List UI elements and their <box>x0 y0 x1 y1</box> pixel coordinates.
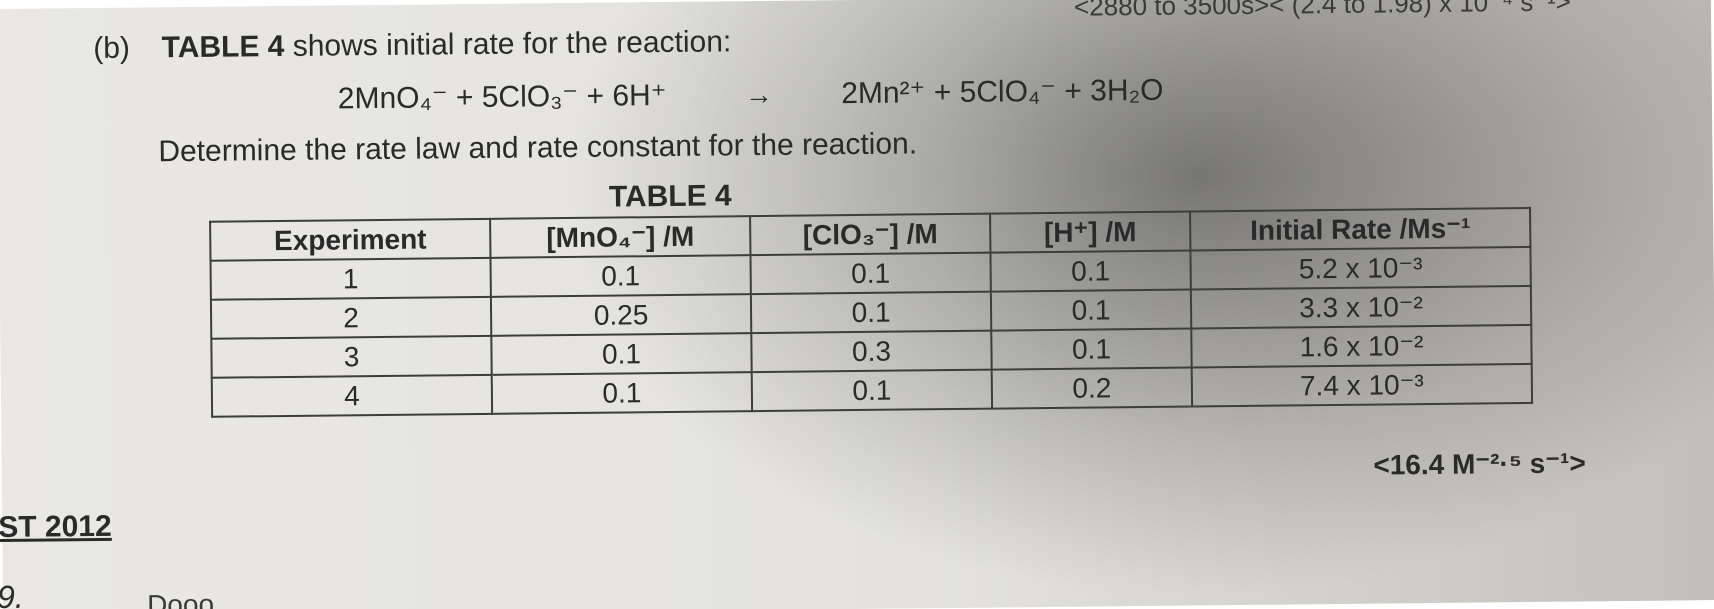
reaction-arrow: → <box>745 79 773 111</box>
col-header-rate: Initial Rate /Ms⁻¹ <box>1190 208 1530 251</box>
table-ref: TABLE 4 <box>161 30 284 64</box>
cell-d: 1.6 x 10⁻² <box>1191 325 1531 368</box>
equation-reactants: 2MnO₄⁻ + 5ClO₃⁻ + 6H⁺ <box>338 78 667 116</box>
cell-exp: 2 <box>211 297 491 339</box>
cell-exp: 3 <box>211 336 491 378</box>
table-title: TABLE 4 <box>609 179 732 214</box>
page-content: the rate <2880 to 3500s>< (2.4 to 1.98) … <box>0 0 1714 609</box>
cell-b: 0.3 <box>751 331 991 373</box>
cell-b: 0.1 <box>750 253 990 295</box>
answer-key: <16.4 M⁻²·⁵ s⁻¹> <box>1373 446 1586 481</box>
intro-rest: shows initial rate for the reaction: <box>284 25 731 63</box>
cell-a: 0.1 <box>491 333 751 375</box>
next-question-number: 9. <box>0 579 24 609</box>
col-header-mno4: [MnO₄⁻] /M <box>490 216 750 258</box>
data-table: Experiment [MnO₄⁻] /M [ClO₃⁻] /M [H⁺] /M… <box>209 207 1533 418</box>
cell-b: 0.1 <box>751 292 991 334</box>
cell-a: 0.25 <box>491 294 751 336</box>
cell-b: 0.1 <box>752 370 992 412</box>
question-intro: TABLE 4 shows initial rate for the react… <box>161 25 731 64</box>
cell-a: 0.1 <box>492 372 752 414</box>
cell-exp: 1 <box>211 258 491 300</box>
cell-exp: 4 <box>212 375 492 417</box>
cutoff-text: Dooo <box>147 589 214 609</box>
footer-label: ST 2012 <box>0 510 112 545</box>
scanned-page: the rate <2880 to 3500s>< (2.4 to 1.98) … <box>0 0 1714 609</box>
cell-d: 3.3 x 10⁻² <box>1191 286 1531 329</box>
question-label: (b) <box>93 31 153 66</box>
reaction-equation: 2MnO₄⁻ + 5ClO₃⁻ + 6H⁺ → 2Mn²⁺ + 5ClO₄⁻ +… <box>338 68 1592 116</box>
cell-c: 0.2 <box>992 367 1192 408</box>
cell-c: 0.1 <box>991 329 1191 370</box>
cell-c: 0.1 <box>991 290 1191 331</box>
cell-d: 5.2 x 10⁻³ <box>1190 247 1530 290</box>
col-header-h: [H⁺] /M <box>990 212 1190 253</box>
cell-d: 7.4 x 10⁻³ <box>1192 364 1532 407</box>
partial-blur-text: the rate <box>1600 0 1683 4</box>
col-header-clo3: [ClO₃⁻] /M <box>750 214 990 256</box>
equation-products: 2Mn²⁺ + 5ClO₄⁻ + 3H₂O <box>841 73 1164 111</box>
cell-c: 0.1 <box>990 251 1190 292</box>
question-instruction: Determine the rate law and rate constant… <box>158 127 917 169</box>
cell-a: 0.1 <box>490 255 750 297</box>
col-header-experiment: Experiment <box>210 219 490 261</box>
question-line: (b) TABLE 4 shows initial rate for the r… <box>93 18 1431 66</box>
